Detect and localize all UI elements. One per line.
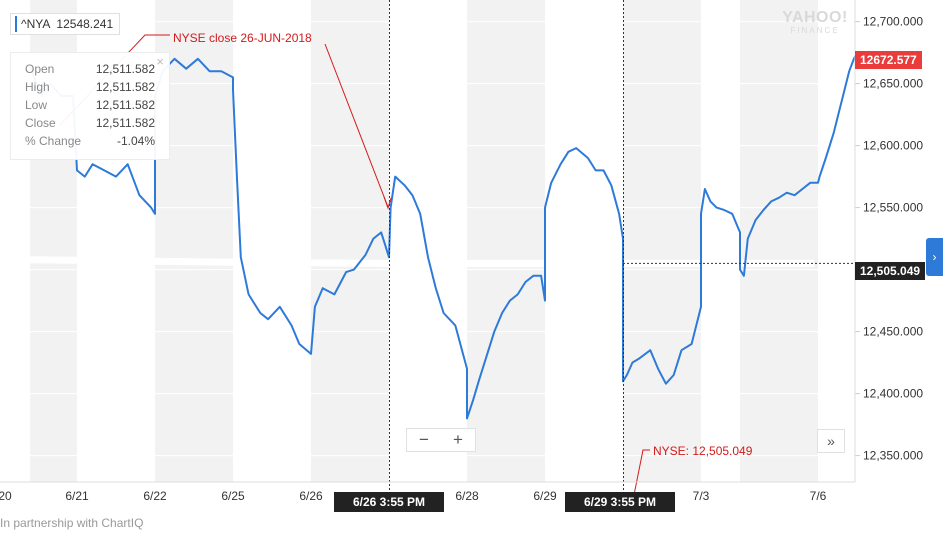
session-band bbox=[623, 0, 701, 482]
x-tick-label: 6/28 bbox=[455, 489, 479, 503]
x-tick-label: 6/26 bbox=[299, 489, 323, 503]
annotation-close-note: NYSE close 26-JUN-2018 bbox=[173, 31, 312, 45]
hud-label: % Change bbox=[25, 134, 82, 148]
close-icon[interactable]: × bbox=[156, 54, 164, 69]
y-tick-label: 12,400.000 bbox=[863, 387, 923, 401]
session-band bbox=[467, 0, 545, 482]
x-tick-label: 6/21 bbox=[65, 489, 89, 503]
y-tick-label: 12,700.000 bbox=[863, 15, 923, 29]
logo-brand: YAHOO! bbox=[782, 9, 848, 26]
session-bands bbox=[30, 0, 818, 482]
x-tick-label: 6/29 bbox=[533, 489, 557, 503]
hud-label: Close bbox=[25, 116, 56, 130]
x-tick-label: 7/6 bbox=[810, 489, 827, 503]
y-tick-label: 12,450.000 bbox=[863, 325, 923, 339]
symbol-name: ^NYA bbox=[21, 17, 51, 31]
logo-sub: FINANCE bbox=[790, 26, 840, 35]
annotation-line-close bbox=[324, 43, 389, 208]
hud-row-low: Low 12,511.582 bbox=[25, 98, 155, 116]
zoom-out-button[interactable]: − bbox=[419, 430, 429, 449]
zoom-in-button[interactable]: + bbox=[453, 430, 463, 449]
session-band bbox=[311, 0, 389, 482]
price-path bbox=[29, 51, 864, 420]
chevron-right-icon[interactable]: › bbox=[926, 238, 943, 276]
symbol-box[interactable]: ^NYA 12548.241 bbox=[10, 13, 121, 35]
zoom-controls: − + bbox=[406, 428, 476, 452]
hud-label: Low bbox=[25, 98, 48, 112]
annotation-arrowhead bbox=[383, 196, 392, 210]
series-color-swatch bbox=[15, 16, 17, 32]
hud-row-open: Open 12,511.582 bbox=[25, 62, 155, 80]
hud-value: -1.04% bbox=[116, 134, 155, 148]
hud-row-high: High 12,511.582 bbox=[25, 80, 155, 98]
crosshair-price-flag: 12,505.049 bbox=[855, 262, 926, 280]
hud-value: 12,511.582 bbox=[95, 98, 155, 112]
x-tick-label: 7/3 bbox=[693, 489, 710, 503]
hud-row-close: Close 12,511.582 bbox=[25, 116, 155, 134]
x-tick-label: 20 bbox=[0, 489, 12, 503]
x-axis: 20 6/21 6/22 6/25 6/26 6/28 6/29 7/3 7/6 bbox=[0, 481, 855, 503]
annotation-line-nyse bbox=[632, 449, 650, 501]
fast-forward-button[interactable]: » bbox=[817, 429, 845, 453]
price-series bbox=[29, 51, 864, 420]
y-tick-label: 12,600.000 bbox=[863, 139, 923, 153]
hud-row-change: % Change -1.04% bbox=[25, 134, 155, 152]
crosshair-date-flag-right: 6/29 3:55 PM bbox=[565, 492, 675, 512]
current-price-flag: 12672.577 bbox=[855, 51, 922, 69]
yahoo-finance-logo: YAHOO! FINANCE bbox=[778, 10, 852, 36]
crosshair bbox=[389, 0, 855, 492]
crosshair-date-flag-left: 6/26 3:55 PM bbox=[334, 492, 444, 512]
hud-label: Open bbox=[25, 62, 55, 76]
hud-panel: × Open 12,511.582 High 12,511.582 Low 12… bbox=[10, 52, 170, 160]
y-tick-label: 12,350.000 bbox=[863, 449, 923, 463]
y-axis: 12,350.00012,400.00012,450.00012,500.000… bbox=[854, 0, 923, 482]
hud-value: 12,511.582 bbox=[95, 62, 155, 76]
annotation-nyse-note: NYSE: 12,505.049 bbox=[653, 444, 753, 458]
hud-value: 12,511.582 bbox=[95, 80, 155, 94]
symbol-last-price: 12548.241 bbox=[56, 17, 114, 31]
x-tick-label: 6/25 bbox=[221, 489, 245, 503]
session-band bbox=[740, 0, 818, 482]
chartiq-credit: In partnership with ChartIQ bbox=[0, 516, 144, 530]
x-tick-label: 6/22 bbox=[143, 489, 167, 503]
y-tick-label: 12,550.000 bbox=[863, 201, 923, 215]
hud-label: High bbox=[25, 80, 50, 94]
y-tick-label: 12,650.000 bbox=[863, 77, 923, 91]
hud-value: 12,511.582 bbox=[95, 116, 155, 130]
